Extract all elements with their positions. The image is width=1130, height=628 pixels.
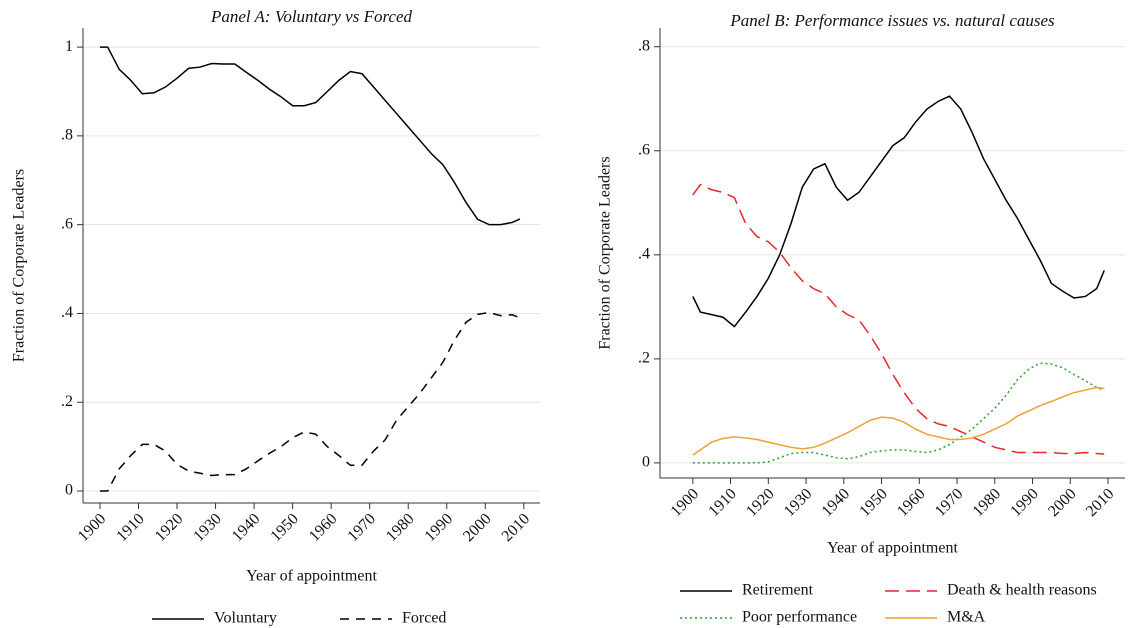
x-tick-label: 1930 (781, 485, 816, 520)
y-tick-label: .6 (61, 215, 73, 232)
legend-label: Poor performance (742, 609, 857, 626)
x-tick-label: 1960 (306, 510, 341, 545)
y-tick-label: .2 (638, 350, 650, 367)
x-tick-label: 1920 (152, 510, 187, 545)
x-tick-label: 1900 (75, 510, 110, 545)
x-tick-label: 2010 (499, 510, 534, 545)
y-tick-label: 1 (65, 38, 73, 55)
x-tick-label: 1990 (422, 510, 457, 545)
x-tick-label: 1900 (668, 485, 703, 520)
series-line (692, 386, 1105, 456)
y-axis-label: Fraction of Corporate Leaders (11, 169, 28, 362)
x-tick-label: 2010 (1083, 485, 1118, 520)
y-tick-label: .6 (638, 141, 650, 158)
legend-label: Voluntary (214, 610, 277, 627)
panel-title: Panel B: Performance issues vs. natural … (729, 11, 1055, 30)
legend-label: Forced (402, 610, 446, 627)
y-tick-label: .4 (638, 245, 650, 262)
legend-label: Death & health reasons (947, 582, 1097, 599)
x-tick-label: 1990 (1007, 485, 1042, 520)
legend-label: M&A (947, 609, 986, 626)
x-tick-label: 1940 (229, 510, 264, 545)
x-tick-label: 1960 (894, 485, 929, 520)
x-tick-label: 1910 (705, 485, 740, 520)
y-tick-label: .8 (61, 127, 73, 144)
y-axis-label: Fraction of Corporate Leaders (597, 156, 614, 349)
x-tick-label: 1970 (344, 510, 379, 545)
x-tick-label: 1920 (743, 485, 778, 520)
x-tick-label: 1980 (970, 485, 1005, 520)
series-line (692, 95, 1105, 328)
y-tick-label: .2 (61, 393, 73, 410)
legend-label: Retirement (742, 582, 814, 599)
x-tick-label: 1950 (267, 510, 302, 545)
x-tick-label: 2000 (460, 510, 495, 545)
x-axis-label: Year of appointment (827, 540, 958, 557)
series-line (692, 362, 1105, 464)
x-tick-label: 2000 (1045, 485, 1080, 520)
series-line (99, 46, 521, 226)
x-tick-label: 1980 (383, 510, 418, 545)
y-tick-label: 0 (65, 482, 73, 499)
y-tick-label: 0 (642, 454, 650, 471)
panel-title: Panel A: Voluntary vs Forced (210, 7, 413, 26)
x-tick-label: 1940 (819, 485, 854, 520)
y-tick-label: .8 (638, 37, 650, 54)
x-tick-label: 1910 (113, 510, 148, 545)
x-axis-label: Year of appointment (246, 568, 377, 585)
x-tick-label: 1970 (932, 485, 967, 520)
y-tick-label: .4 (61, 304, 73, 321)
x-tick-label: 1930 (190, 510, 225, 545)
series-line (99, 311, 521, 492)
series-line (692, 183, 1105, 455)
x-tick-label: 1950 (856, 485, 891, 520)
panel: Panel A: Voluntary vs Forced 0 .2 .4 .6 .8 1 19… (11, 7, 540, 627)
panel: Panel B: Performance issues vs. natural … (597, 11, 1125, 626)
